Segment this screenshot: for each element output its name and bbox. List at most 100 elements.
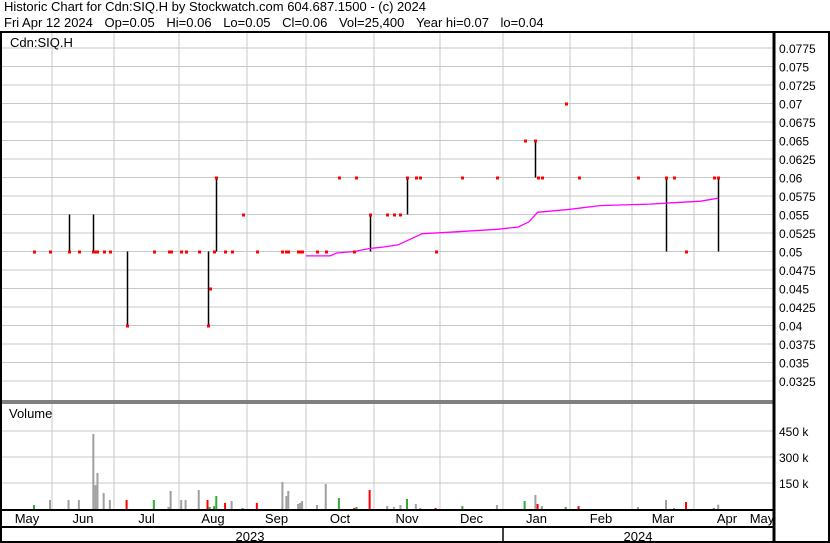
volume-bar: [49, 499, 51, 509]
volume-bar: [717, 504, 720, 509]
close-tick: [301, 250, 304, 254]
volume-bar: [368, 489, 371, 509]
volume-label: Volume: [9, 406, 52, 421]
volume-bar: [301, 501, 304, 509]
quote-low: Lo=0.05: [223, 15, 271, 30]
volume-bar: [169, 490, 172, 509]
close-tick: [94, 250, 97, 254]
price-tick-label: 0.0425: [779, 301, 816, 315]
volume-tick-label: 150 k: [779, 477, 809, 491]
volume-bar: [102, 493, 105, 509]
volume-bar: [167, 506, 170, 509]
month-tick-label: May: [15, 511, 40, 526]
close-tick: [213, 250, 216, 254]
close-tick: [299, 250, 302, 254]
volume-bar: [665, 499, 667, 509]
volume-bar: [337, 498, 340, 509]
close-tick: [325, 250, 328, 254]
price-tick-label: 0.045: [779, 283, 809, 297]
month-tick-label: Sep: [265, 511, 288, 526]
symbol-label: Cdn:SIQ.H: [10, 35, 73, 50]
volume-bar: [77, 499, 80, 509]
volume-bar: [540, 506, 543, 509]
chart-title: Historic Chart for Cdn:SIQ.H by Stockwat…: [4, 0, 426, 14]
volume-bar: [399, 505, 402, 509]
close-tick: [170, 250, 173, 254]
volume-bar: [208, 506, 211, 509]
volume-bar: [184, 499, 187, 509]
month-tick-label: Mar: [652, 511, 675, 526]
month-tick-label: Oct: [330, 511, 351, 526]
close-tick: [207, 324, 210, 328]
volume-bar: [224, 502, 227, 509]
price-tick-label: 0.05: [779, 246, 803, 260]
quote-year-high: Year hi=0.07: [416, 15, 489, 30]
volume-bar: [299, 502, 302, 509]
price-axis-labels: 0.0775 0.075 0.0725 0.07 0.0675 0.065 0.0625 0.…: [779, 42, 816, 389]
close-tick: [224, 250, 227, 254]
close-tick: [386, 213, 389, 217]
close-tick: [78, 250, 81, 254]
price-tick-label: 0.07: [779, 98, 803, 112]
price-ranges: [68, 140, 720, 326]
month-tick-label: Jun: [73, 511, 94, 526]
volume-bar: [577, 506, 580, 509]
close-ticks: [33, 102, 720, 328]
close-tick: [665, 176, 668, 180]
price-tick-label: 0.0725: [779, 79, 816, 93]
close-tick: [33, 250, 36, 254]
price-tick-label: 0.0475: [779, 264, 816, 278]
volume-bar: [255, 502, 258, 509]
volume-bar: [355, 506, 358, 509]
price-tick-label: 0.065: [779, 135, 809, 149]
chart-frames: [0, 31, 830, 543]
month-tick-label: Nov: [395, 511, 419, 526]
volume-bar: [297, 503, 300, 509]
quote-summary: Fri Apr 12 2024 Op=0.05 Hi=0.06 Lo=0.05 …: [4, 16, 552, 30]
close-tick: [49, 250, 52, 254]
volume-bar: [125, 499, 128, 509]
close-tick: [185, 250, 188, 254]
close-tick: [180, 250, 183, 254]
close-tick: [198, 250, 201, 254]
close-tick: [399, 213, 402, 217]
close-tick: [565, 102, 568, 106]
price-tick-label: 0.075: [779, 61, 809, 75]
volume-bar: [392, 506, 395, 509]
month-tick-label: Feb: [590, 511, 612, 526]
month-tick-label: May: [750, 511, 775, 526]
quote-date: Fri Apr 12 2024: [4, 15, 93, 30]
close-tick: [153, 250, 156, 254]
year-label-2023: 2023: [236, 529, 265, 543]
close-tick: [68, 250, 71, 254]
volume-bar: [523, 501, 526, 509]
volume-bar: [281, 481, 284, 509]
close-tick: [534, 139, 537, 143]
close-tick: [231, 250, 234, 254]
close-tick: [637, 176, 640, 180]
close-tick: [685, 250, 688, 254]
close-tick: [541, 176, 544, 180]
volume-bar: [495, 505, 498, 509]
month-tick-label: Aug: [201, 511, 224, 526]
volume-bar: [287, 490, 290, 509]
month-tick-label: Jul: [138, 511, 155, 526]
volume-bar: [108, 499, 111, 509]
volume-bar: [712, 507, 715, 509]
moving-average-line: [306, 197, 719, 257]
close-tick: [297, 250, 300, 254]
month-tick-label: Dec: [460, 511, 484, 526]
volume-bar: [414, 503, 417, 509]
price-tick-label: 0.0575: [779, 190, 816, 204]
close-tick: [461, 176, 464, 180]
close-tick: [406, 176, 409, 180]
close-tick: [393, 213, 396, 217]
volume-bar: [94, 485, 97, 509]
volume-bar: [180, 499, 183, 509]
volume-bars: [33, 433, 720, 509]
quote-high: Hi=0.06: [166, 15, 212, 30]
close-tick: [338, 176, 341, 180]
price-tick-label: 0.0525: [779, 227, 816, 241]
price-tick-label: 0.0675: [779, 116, 816, 130]
